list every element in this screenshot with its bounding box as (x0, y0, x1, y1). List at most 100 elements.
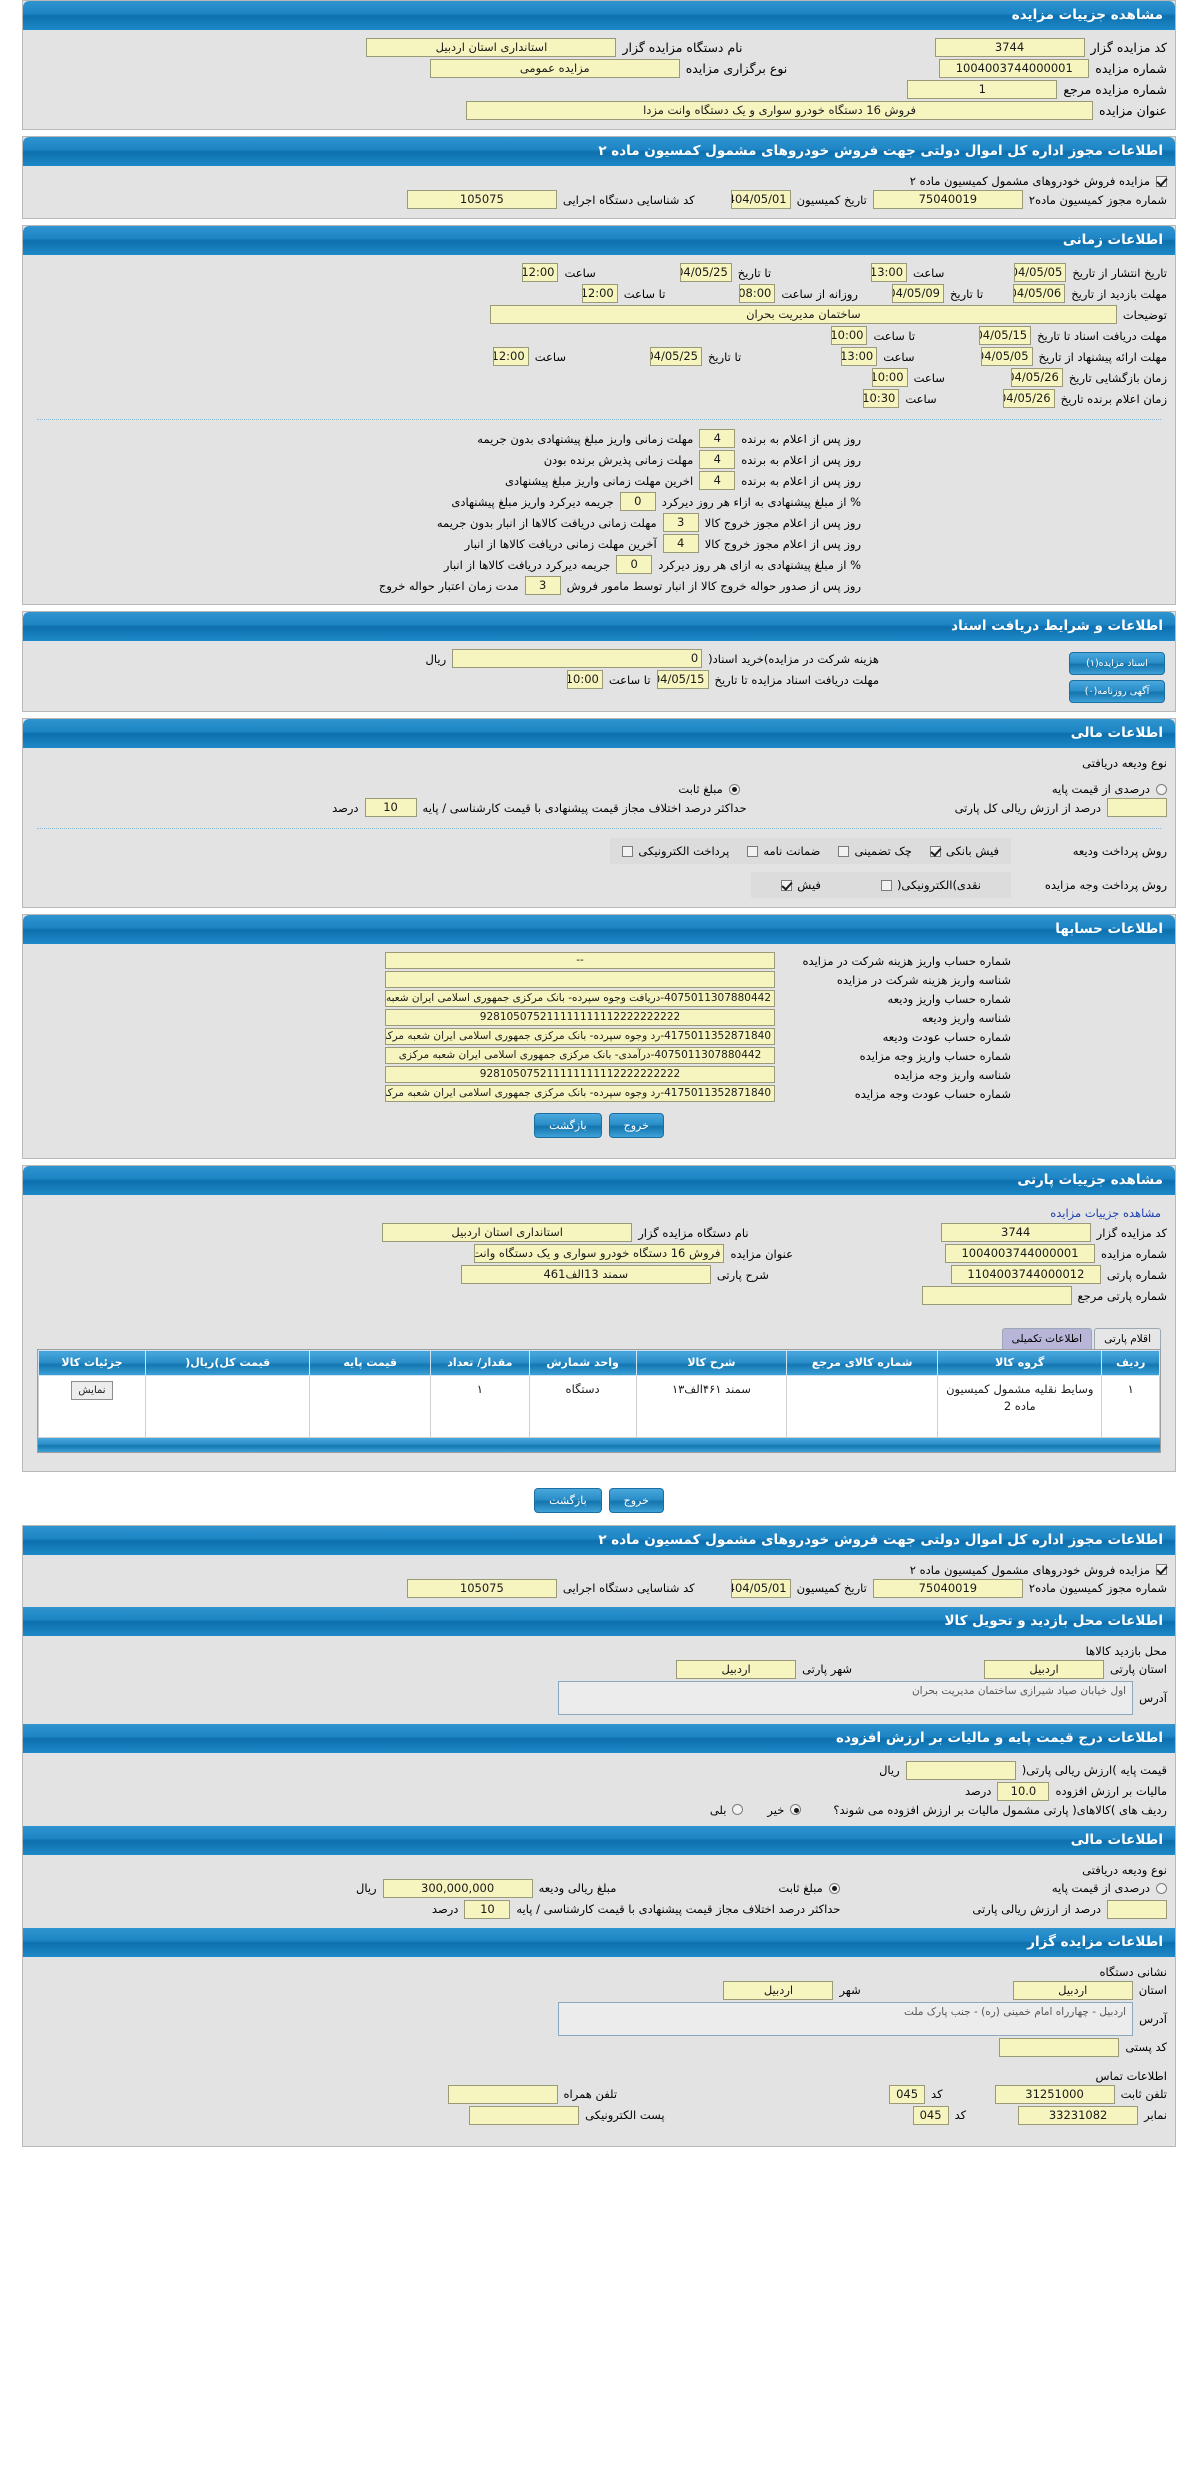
value-publish-hour[interactable]: 13:00 (871, 263, 908, 282)
payment-method-option[interactable]: فیش (781, 878, 821, 892)
value-fax-code[interactable]: 045 (912, 2105, 949, 2125)
value-open-hour[interactable]: 10:00 (871, 368, 908, 387)
radio-bottom-fixed-amount[interactable] (828, 1882, 840, 1894)
value-visit-daily-to[interactable]: 12:00 (581, 284, 618, 303)
deposit-method-checkbox[interactable] (747, 845, 759, 857)
value-open-date[interactable]: 1404/05/26 (1010, 368, 1063, 387)
account-value[interactable]: 4075011307880442-دریافت وجوه سپرده- بانک… (385, 990, 775, 1007)
checkbox-bottom-commission-vehicles[interactable] (1156, 1564, 1167, 1576)
value-participation-cost[interactable]: 0 (452, 649, 703, 668)
value-permit-no[interactable]: 75040019 (872, 190, 1023, 209)
value-lot-auction-title[interactable]: فروش 16 دستگاه خودرو سواری و یک دستگاه و… (474, 1244, 725, 1263)
value-phone[interactable]: 31251000 (994, 2084, 1115, 2104)
deposit-method-option[interactable]: ضمانت نامه (747, 844, 820, 858)
value-offer-to-date[interactable]: 1404/05/25 (650, 347, 702, 366)
exit-button-top[interactable]: خروج (608, 1113, 664, 1138)
value-exec-org-code[interactable]: 105075 (406, 190, 557, 209)
tab-lot-items[interactable]: اقلام پارتی (1094, 1328, 1161, 1349)
deposit-method-checkbox[interactable] (929, 845, 941, 857)
deadline-value[interactable]: 4 (662, 534, 699, 553)
value-lot-city[interactable]: اردبیل (676, 1659, 797, 1679)
value-org-city[interactable]: اردبیل (723, 1980, 834, 2000)
deadline-value[interactable]: 4 (699, 471, 736, 490)
back-button-top[interactable]: بازگشت (534, 1113, 602, 1138)
value-visit-to-date[interactable]: 1404/05/09 (891, 284, 944, 303)
value-docs-deadline-date[interactable]: 1404/05/15 (979, 326, 1032, 345)
value-winner-hour[interactable]: 10:30 (863, 389, 900, 408)
value-lot-no[interactable]: 1104003744000012 (950, 1265, 1101, 1284)
value-visit-address[interactable]: اول خیابان صیاد شیرازی ساختمان مدیریت بح… (558, 1680, 1134, 1715)
value-max-diff[interactable]: 10 (364, 798, 417, 817)
value-deposit-amount[interactable]: 300,000,000 (382, 1878, 533, 1898)
account-value[interactable]: -- (385, 952, 775, 969)
payment-method-checkbox[interactable] (880, 879, 892, 891)
value-ref-lot-no[interactable] (921, 1286, 1072, 1305)
value-offer-hour[interactable]: 13:00 (841, 347, 878, 366)
show-goods-detail-button[interactable]: نمایش (71, 1380, 113, 1400)
value-mobile[interactable] (447, 2084, 558, 2104)
radio-percent-of-base-price[interactable] (1156, 783, 1167, 795)
value-lot-province[interactable]: اردبیل (984, 1659, 1105, 1679)
value-bottom-commission-date[interactable]: 1404/05/01 (730, 1578, 791, 1598)
checkbox-commission-vehicles[interactable] (1156, 175, 1167, 187)
payment-method-checkbox[interactable] (781, 879, 793, 891)
value-auction-title[interactable]: فروش 16 دستگاه خودرو سواری و یک دستگاه و… (466, 101, 1094, 120)
auction-documents-button[interactable]: اسناد مزایده(۱) (1069, 652, 1165, 675)
value-ref-auction-no[interactable]: 1 (907, 80, 1058, 99)
value-bottom-max-diff[interactable]: 10 (464, 1899, 511, 1919)
value-docs-deadline-hour[interactable]: 10:00 (831, 326, 868, 345)
value-docs-receive-date[interactable]: 1404/05/15 (656, 670, 709, 689)
value-auction-no[interactable]: 1004003744000001 (939, 59, 1090, 78)
value-phone-code[interactable]: 045 (889, 2084, 926, 2104)
payment-method-option[interactable]: نقدی)الکترونیکی( (880, 878, 981, 892)
value-publish-to-date[interactable]: 1404/05/25 (679, 263, 732, 282)
radio-fixed-amount[interactable] (728, 783, 740, 795)
value-percent-of-lot[interactable] (1107, 798, 1167, 817)
deposit-method-option[interactable]: پرداخت الکترونیکی (622, 844, 729, 858)
value-bottom-permit-no[interactable]: 75040019 (872, 1578, 1023, 1598)
value-bottom-exec-org-code[interactable]: 105075 (406, 1578, 557, 1598)
value-fax[interactable]: 33231082 (1018, 2105, 1139, 2125)
back-button-mid[interactable]: بازگشت (534, 1487, 602, 1513)
value-winner-date[interactable]: 1404/05/26 (1002, 389, 1055, 408)
deadline-value[interactable]: 3 (524, 576, 561, 595)
value-publish-from-date[interactable]: 1404/05/05 (1014, 263, 1067, 282)
value-org-address[interactable]: اردبیل - چهارراه امام خمینی (ره) - جنب پ… (558, 2001, 1134, 2036)
deadline-value[interactable]: 4 (699, 429, 736, 448)
value-timing-desc[interactable]: ساختمان مدیریت بحران (489, 305, 1117, 324)
value-docs-receive-hour[interactable]: 10:00 (566, 670, 603, 689)
value-base-price[interactable] (905, 1760, 1016, 1780)
value-lot-auctioneer-code[interactable]: 3744 (940, 1223, 1091, 1242)
value-bottom-percent-of-lot[interactable] (1107, 1899, 1167, 1919)
account-value[interactable]: 928105075211111111112222222222 (385, 1009, 775, 1026)
value-visit-daily-from[interactable]: 08:00 (739, 284, 776, 303)
deadline-value[interactable]: 4 (699, 450, 736, 469)
exit-button-mid[interactable]: خروج (608, 1487, 664, 1513)
account-value[interactable]: 4075011307880442-درآمدی- بانک مرکزی جمهو… (385, 1047, 775, 1064)
radio-bottom-percent-of-base-price[interactable] (1156, 1882, 1167, 1894)
radio-vat-yes[interactable] (732, 1804, 744, 1816)
value-publish-to-hour[interactable]: 12:00 (522, 263, 559, 282)
value-auctioneer-code[interactable]: 3744 (934, 38, 1085, 57)
deadline-value[interactable]: 3 (662, 513, 699, 532)
value-visit-from-date[interactable]: 1404/05/06 (1013, 284, 1066, 303)
link-auction-details[interactable]: مشاهده جزییات مزایده (1050, 1206, 1161, 1220)
value-org-province[interactable]: اردبیل (1012, 1980, 1133, 2000)
deposit-method-option[interactable]: چک تضمینی (838, 844, 912, 858)
value-auctioneer-name[interactable]: استانداری استان اردبیل (366, 38, 617, 57)
value-vat[interactable]: 10.0 (997, 1781, 1050, 1801)
account-value[interactable]: 4175011352871840-رد وجوه سپرده- بانک مرک… (385, 1028, 775, 1045)
value-lot-auction-no[interactable]: 1004003744000001 (945, 1244, 1095, 1263)
deposit-method-checkbox[interactable] (838, 845, 850, 857)
radio-vat-no[interactable] (790, 1804, 802, 1816)
value-email[interactable] (469, 2105, 580, 2125)
deposit-method-checkbox[interactable] (622, 845, 634, 857)
deadline-value[interactable]: 0 (619, 492, 656, 511)
value-offer-from-date[interactable]: 1404/05/05 (980, 347, 1033, 366)
value-offer-to-hour[interactable]: 12:00 (492, 347, 529, 366)
tab-supplementary-info[interactable]: اطلاعات تکمیلی (1001, 1328, 1093, 1349)
account-value[interactable]: 928105075211111111112222222222 (385, 1066, 775, 1083)
account-value[interactable] (385, 971, 775, 988)
account-value[interactable]: 4175011352871840-رد وجوه سپرده- بانک مرک… (385, 1085, 775, 1102)
value-auction-type[interactable]: مزایده عمومی (429, 59, 680, 78)
